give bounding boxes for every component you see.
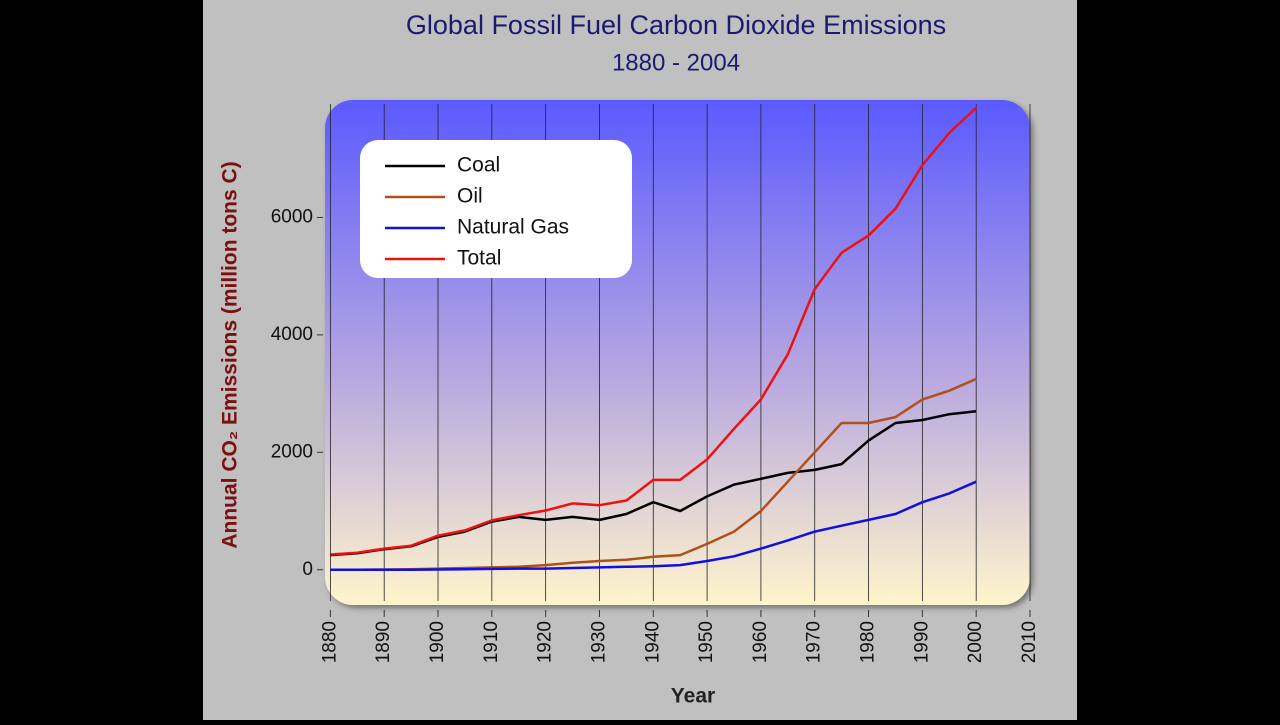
y-tick-label: 6000 (271, 206, 313, 227)
x-tick-label: 2010 (1019, 621, 1040, 663)
x-tick-label: 1900 (427, 621, 448, 663)
series-line (330, 106, 978, 556)
x-tick-label: 2000 (965, 621, 986, 663)
x-tick-label: 1890 (373, 621, 394, 663)
x-tick-label: 1930 (588, 621, 609, 663)
x-tick-label: 1880 (319, 621, 340, 663)
x-tick-label: 1920 (535, 621, 556, 663)
x-tick-label: 1950 (696, 621, 717, 663)
x-tick-label: 1940 (642, 621, 663, 663)
y-tick-label: 0 (302, 559, 313, 580)
y-tick-label: 2000 (271, 441, 313, 462)
x-axis-label: Year (671, 685, 715, 708)
legend-label: Total (457, 247, 501, 270)
x-tick-label: 1970 (804, 621, 825, 663)
legend-label: Coal (457, 154, 500, 177)
x-tick-label: 1960 (750, 621, 771, 663)
legend-label: Natural Gas (457, 216, 569, 239)
x-tick-label: 1980 (858, 621, 879, 663)
chart-subtitle: 1880 - 2004 (612, 49, 740, 76)
legend-box (360, 140, 632, 278)
x-tick-label: 1910 (481, 621, 502, 663)
series-line (330, 480, 977, 572)
y-tick-label: 4000 (271, 324, 313, 345)
x-tick-label: 1990 (911, 621, 932, 663)
y-axis-label: Annual CO₂ Emissions (million tons C) (219, 161, 242, 548)
chart-title: Global Fossil Fuel Carbon Dioxide Emissi… (406, 10, 946, 40)
legend-label: Oil (457, 185, 483, 208)
